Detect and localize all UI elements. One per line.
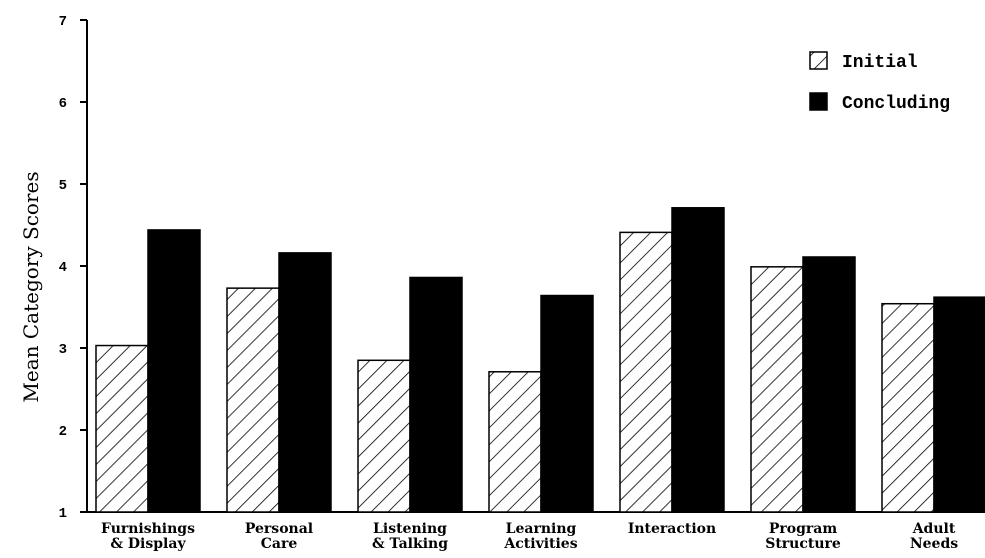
bar-concluding-4 xyxy=(540,294,594,513)
y-tick-label: 4 xyxy=(59,260,67,276)
x-tick-label: Personal Care xyxy=(245,521,313,552)
bar-initial-7 xyxy=(881,302,935,513)
x-tick-label-line: Personal xyxy=(245,521,313,537)
x-tick-label-line: Listening xyxy=(373,521,447,537)
x-tick-label-line: Care xyxy=(261,536,298,552)
legend-label-concluding: Concluding xyxy=(842,94,950,114)
bar-concluding-1 xyxy=(147,229,201,513)
y-tick-label: 5 xyxy=(59,178,67,194)
y-tick-label: 2 xyxy=(59,424,67,440)
y-tick-label: 3 xyxy=(59,342,67,358)
bar-concluding-5 xyxy=(671,207,725,513)
bars xyxy=(95,207,985,513)
x-tick-label-line: Structure xyxy=(765,536,841,552)
bar-concluding-2 xyxy=(278,252,332,513)
x-tick-label: Program Structure xyxy=(765,521,841,552)
x-tick-label: Adult Needs xyxy=(910,521,958,552)
x-tick-label-line: Adult xyxy=(912,521,956,537)
bar-initial-6 xyxy=(750,266,804,513)
y-tick-label: 7 xyxy=(59,14,67,30)
x-tick-label-line: Interaction xyxy=(628,521,716,537)
x-tick-label-line: Program xyxy=(769,521,837,537)
x-tick-label-line: Activities xyxy=(503,536,577,552)
y-tick-label: 6 xyxy=(59,96,67,112)
x-tick-label: Listening & Talking xyxy=(372,521,448,552)
x-tick-label-line: Furnishings xyxy=(101,521,195,537)
bar-concluding-3 xyxy=(409,276,463,513)
bar-initial-1 xyxy=(95,344,149,513)
legend: Initial Concluding xyxy=(809,51,950,114)
x-tick-label-line: Needs xyxy=(910,536,958,552)
bar-initial-4 xyxy=(488,371,542,513)
bar-initial-2 xyxy=(226,287,280,513)
legend-swatch-concluding xyxy=(809,92,828,111)
y-axis-label: Mean Category Scores xyxy=(19,171,43,402)
bar-concluding-6 xyxy=(802,256,856,513)
legend-label-initial: Initial xyxy=(842,53,918,73)
x-tick-label: Learning Activities xyxy=(503,521,577,552)
x-tick-label: Interaction xyxy=(628,521,716,537)
x-tick-label-line: & Display xyxy=(110,536,186,552)
bar-initial-5 xyxy=(619,231,673,513)
x-tick-label-line: Learning xyxy=(506,521,577,537)
x-tick-labels: Furnishings & Display Personal Care Listenin… xyxy=(101,521,958,552)
bar-concluding-7 xyxy=(933,296,985,513)
x-tick-label-line: & Talking xyxy=(372,536,448,552)
bar-initial-3 xyxy=(357,359,411,513)
x-tick-label: Furnishings & Display xyxy=(101,521,195,552)
y-tick-label: 1 xyxy=(59,506,67,522)
legend-swatch-initial xyxy=(809,51,828,70)
